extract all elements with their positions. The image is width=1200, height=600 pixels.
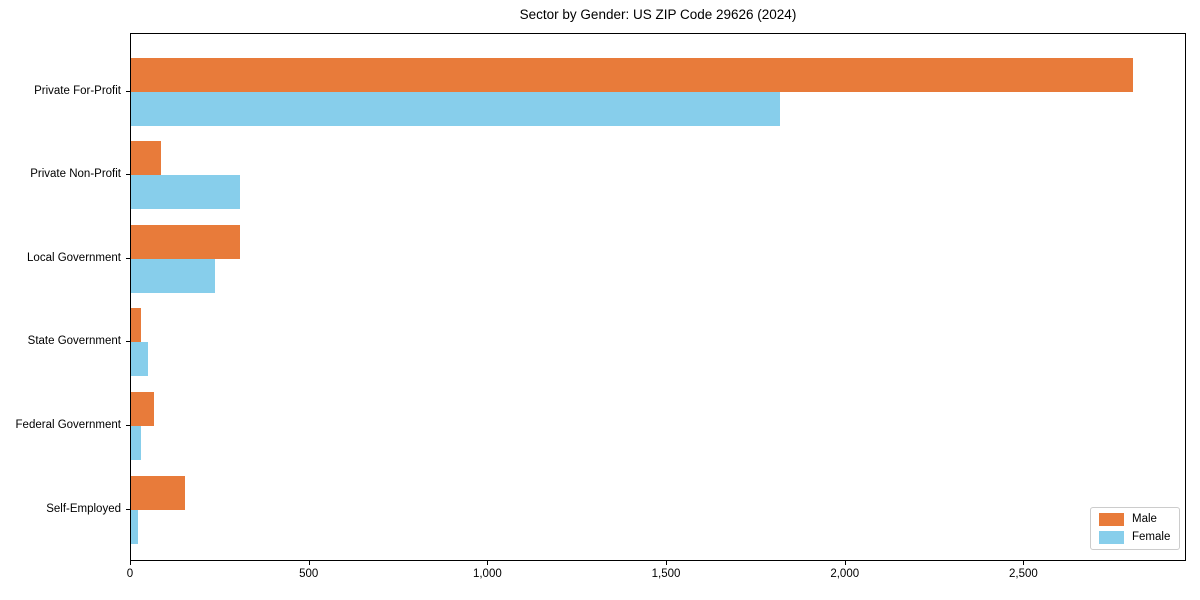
y-label-private-for-profit: Private For-Profit	[34, 84, 121, 97]
legend-swatch-female	[1099, 531, 1124, 544]
x-tick-1500	[666, 561, 668, 565]
x-tick-1000	[487, 561, 489, 565]
legend-row-female: Female	[1099, 531, 1171, 544]
legend-label-male: Male	[1132, 513, 1157, 525]
chart-title: Sector by Gender: US ZIP Code 29626 (202…	[519, 7, 797, 22]
x-tick-label-500: 500	[299, 568, 319, 580]
bar-female-local-government	[131, 258, 215, 293]
y-label-private-non-profit: Private Non-Profit	[30, 168, 121, 181]
y-label-federal-government: Federal Government	[15, 418, 121, 431]
bar-male-private-for-profit	[131, 57, 1134, 92]
y-tick-private-for-profit	[126, 90, 130, 92]
y-label-state-government: State Government	[27, 335, 121, 348]
x-tick-label-0: 0	[126, 568, 134, 580]
bar-male-self-employed	[131, 475, 186, 510]
x-tick-label-2000: 2,000	[830, 568, 860, 580]
legend-row-male: Male	[1099, 513, 1171, 526]
x-tick-2000	[844, 561, 846, 565]
y-label-local-government: Local Government	[27, 251, 121, 264]
bar-male-local-government	[131, 224, 240, 259]
y-label-self-employed: Self-Employed	[46, 502, 121, 515]
x-tick-0	[130, 561, 131, 565]
legend-swatch-male	[1099, 513, 1124, 526]
bar-female-private-for-profit	[131, 91, 781, 126]
y-tick-federal-government	[126, 424, 130, 426]
bar-female-private-non-profit	[131, 175, 240, 210]
legend-label-female: Female	[1132, 531, 1171, 543]
x-tick-label-2500: 2,500	[1009, 568, 1038, 580]
legend: Male Female	[1090, 507, 1180, 550]
y-tick-private-non-profit	[126, 174, 130, 176]
bar-female-state-government	[131, 342, 149, 377]
x-tick-2500	[1023, 561, 1025, 565]
y-tick-local-government	[126, 257, 130, 259]
bar-male-state-government	[131, 308, 141, 343]
bar-male-federal-government	[131, 391, 155, 426]
bar-male-private-non-profit	[131, 141, 162, 176]
y-tick-self-employed	[126, 508, 130, 510]
x-tick-label-1000: 1,000	[472, 568, 502, 580]
x-tick-500	[308, 561, 310, 565]
bar-female-self-employed	[131, 509, 139, 544]
bar-female-federal-government	[131, 425, 141, 460]
x-tick-label-1500: 1,500	[651, 568, 681, 580]
y-tick-state-government	[126, 341, 130, 343]
plot-area	[130, 33, 1186, 561]
